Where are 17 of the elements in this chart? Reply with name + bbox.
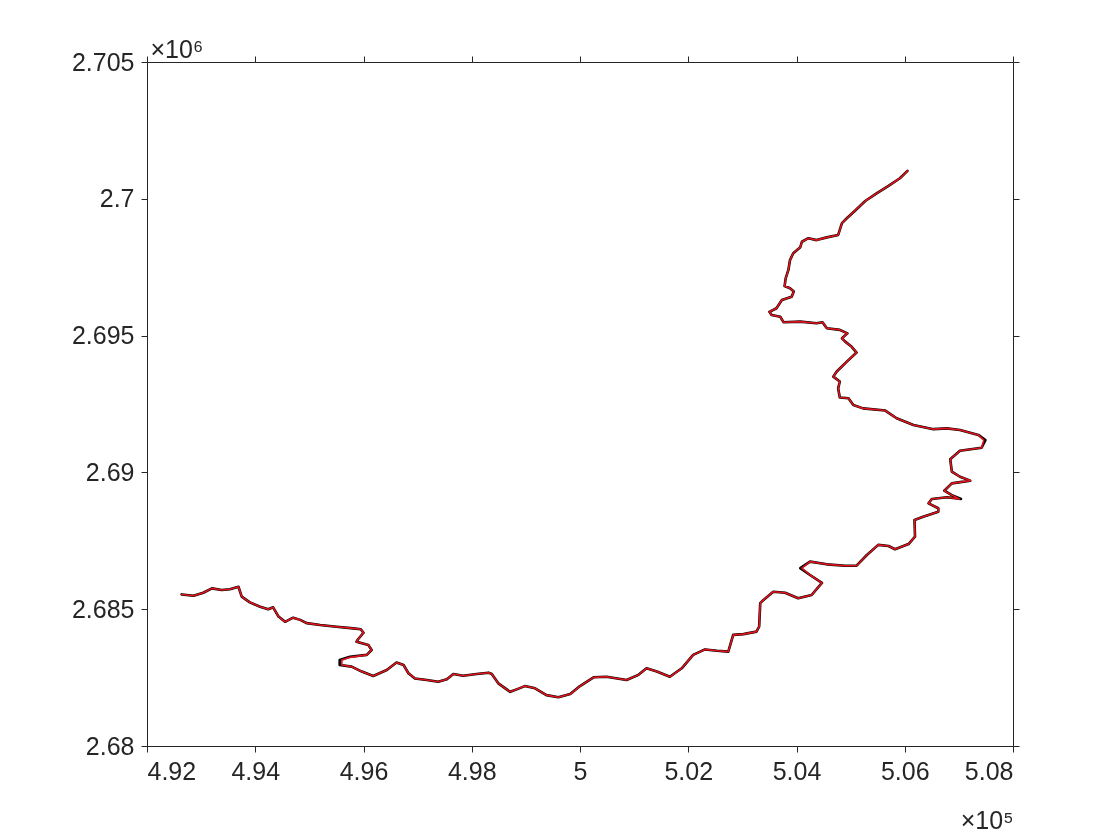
x-tick-label: 5 [573,756,588,785]
x-tick-label: 4.94 [231,756,281,785]
x-tick-label: 5.04 [772,756,822,785]
x-tick-label: 4.92 [147,756,197,785]
y-tick-label: 2.7 [99,184,135,213]
x-tick-label: 4.98 [447,756,497,785]
x-axis-title: ×10⁵ [960,805,1014,834]
y-tick-label: 2.705 [71,47,135,76]
x-tick-label: 5.08 [964,756,1014,785]
x-tick-label: 5.02 [664,756,714,785]
x-tick-label: 4.96 [339,756,389,785]
y-axis-title: ×10⁶ [150,34,204,63]
y-tick-label: 2.69 [85,457,135,486]
y-tick-label: 2.685 [71,594,135,623]
x-tick-label: 5.06 [880,756,930,785]
y-tick-label: 2.68 [85,731,135,760]
y-tick-label: 2.695 [71,321,135,350]
